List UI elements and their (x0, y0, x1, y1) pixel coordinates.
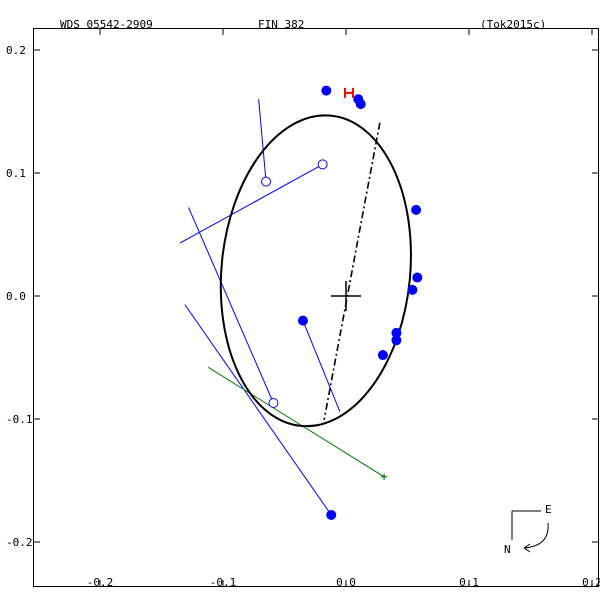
speckle-measure-point (381, 473, 388, 480)
filled-measure-point (355, 99, 366, 110)
y-tick-label: 0.2 (6, 44, 26, 57)
x-tick-label: 0.1 (459, 576, 479, 589)
filled-measure-point (412, 272, 423, 283)
filled-measure-point (326, 509, 337, 520)
filled-measure-point (411, 204, 422, 215)
system-id-label: WDS 05542-2909 (60, 18, 153, 31)
primary-star-marker (331, 281, 361, 311)
compass-arrowhead (523, 543, 531, 553)
compass-rotation-arrow (523, 522, 549, 549)
y-tick-label: -0.2 (6, 536, 33, 549)
open-measure-point (268, 398, 279, 409)
line-of-nodes (323, 122, 381, 421)
x-tick-label: 0.0 (336, 576, 356, 589)
x-tick-label: -0.2 (87, 576, 114, 589)
compass-north-label: N (504, 543, 511, 556)
x-tick-label: 0.2 (582, 576, 600, 589)
residual-line (179, 163, 323, 244)
plot-frame (33, 28, 599, 587)
open-measure-point (261, 176, 272, 187)
filled-measure-point (321, 85, 332, 96)
discoverer-label: FIN 382 (258, 18, 304, 31)
periastron-marker (343, 87, 354, 98)
y-tick-label: 0.0 (6, 290, 26, 303)
y-tick-label: 0.1 (6, 167, 26, 180)
orbit-ref-label: (Tok2015c) (480, 18, 546, 31)
open-measure-point (317, 159, 328, 170)
residual-line (184, 304, 332, 516)
compass: E N (504, 503, 552, 556)
filled-measure-point (297, 315, 308, 326)
filled-measure-point (391, 335, 402, 346)
filled-measure-point (377, 350, 388, 361)
residual-line (188, 207, 274, 404)
residual-line (258, 99, 267, 182)
y-tick-label: -0.1 (6, 413, 33, 426)
residual-line (302, 320, 341, 412)
compass-axes (511, 510, 541, 540)
orbit-ellipse (219, 114, 412, 428)
x-tick-label: -0.1 (210, 576, 237, 589)
filled-measure-point (407, 284, 418, 295)
residual-line (207, 366, 385, 478)
compass-east-label: E (545, 503, 552, 516)
